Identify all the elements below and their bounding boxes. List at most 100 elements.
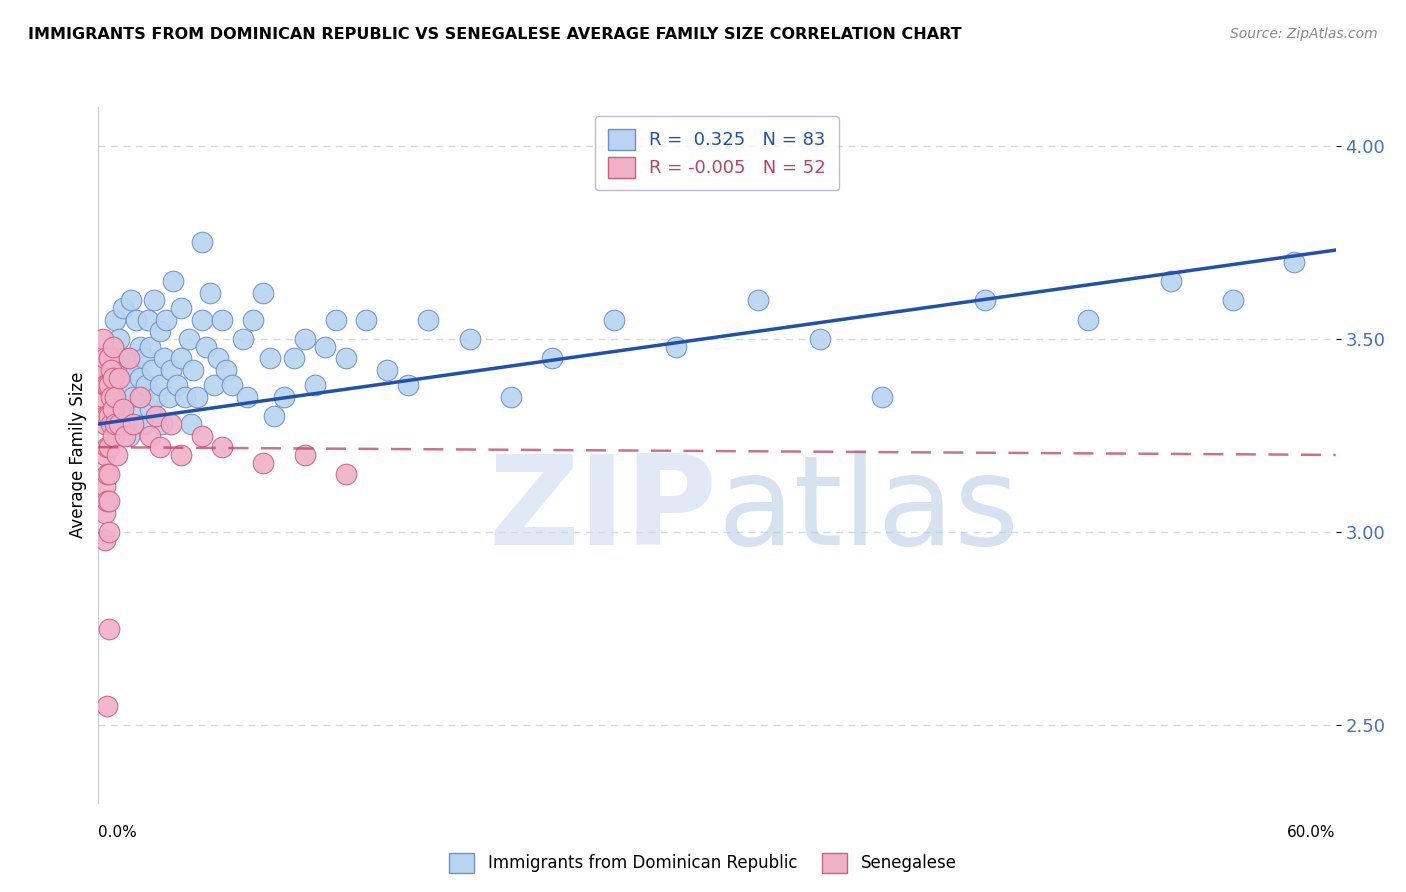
- Point: [236, 390, 259, 404]
- Point: [207, 351, 229, 366]
- Point: [166, 378, 188, 392]
- Point: [181, 363, 204, 377]
- Point: [170, 448, 193, 462]
- Point: [100, 390, 122, 404]
- Point: [118, 351, 141, 366]
- Point: [190, 235, 212, 250]
- Point: [93, 378, 115, 392]
- Point: [335, 467, 357, 482]
- Point: [100, 417, 122, 431]
- Point: [97, 351, 120, 366]
- Point: [139, 401, 162, 416]
- Text: IMMIGRANTS FROM DOMINICAN REPUBLIC VS SENEGALESE AVERAGE FAMILY SIZE CORRELATION: IMMIGRANTS FROM DOMINICAN REPUBLIC VS SE…: [28, 27, 962, 42]
- Point: [870, 390, 893, 404]
- Point: [458, 332, 481, 346]
- Point: [101, 401, 124, 416]
- Point: [117, 378, 139, 392]
- Point: [96, 409, 118, 424]
- Point: [108, 351, 131, 366]
- Point: [108, 370, 131, 384]
- Point: [141, 363, 163, 377]
- Point: [325, 312, 347, 326]
- Point: [190, 428, 212, 442]
- Point: [105, 448, 128, 462]
- Point: [252, 456, 274, 470]
- Point: [808, 332, 831, 346]
- Point: [112, 409, 135, 424]
- Point: [124, 312, 146, 326]
- Point: [139, 428, 162, 442]
- Point: [91, 363, 114, 377]
- Point: [132, 351, 155, 366]
- Point: [97, 494, 120, 508]
- Point: [541, 351, 564, 366]
- Point: [211, 440, 233, 454]
- Text: ZIP: ZIP: [488, 450, 717, 571]
- Point: [170, 351, 193, 366]
- Point: [97, 440, 120, 454]
- Point: [150, 417, 173, 431]
- Point: [97, 378, 120, 392]
- Point: [157, 390, 180, 404]
- Point: [118, 351, 141, 366]
- Point: [974, 293, 997, 308]
- Point: [93, 506, 115, 520]
- Point: [114, 428, 136, 442]
- Point: [97, 370, 120, 384]
- Point: [179, 332, 201, 346]
- Point: [242, 312, 264, 326]
- Point: [112, 363, 135, 377]
- Point: [128, 390, 150, 404]
- Point: [221, 378, 243, 392]
- Point: [170, 301, 193, 315]
- Point: [159, 417, 181, 431]
- Point: [131, 390, 153, 404]
- Point: [93, 448, 115, 462]
- Point: [665, 340, 688, 354]
- Point: [97, 622, 120, 636]
- Point: [108, 332, 131, 346]
- Point: [499, 390, 522, 404]
- Point: [294, 332, 316, 346]
- Point: [136, 312, 159, 326]
- Point: [145, 409, 167, 424]
- Point: [149, 440, 172, 454]
- Point: [100, 363, 122, 377]
- Point: [747, 293, 769, 308]
- Point: [118, 428, 141, 442]
- Point: [96, 378, 118, 392]
- Point: [91, 390, 114, 404]
- Point: [314, 340, 336, 354]
- Point: [259, 351, 281, 366]
- Point: [155, 312, 177, 326]
- Legend: Immigrants from Dominican Republic, Senegalese: Immigrants from Dominican Republic, Sene…: [443, 847, 963, 880]
- Point: [1284, 254, 1306, 268]
- Point: [101, 340, 124, 354]
- Point: [96, 699, 118, 714]
- Point: [263, 409, 285, 424]
- Point: [145, 390, 167, 404]
- Point: [132, 417, 155, 431]
- Point: [273, 390, 295, 404]
- Point: [149, 378, 172, 392]
- Point: [122, 417, 145, 431]
- Point: [603, 312, 626, 326]
- Legend: R =  0.325   N = 83, R = -0.005   N = 52: R = 0.325 N = 83, R = -0.005 N = 52: [595, 116, 839, 190]
- Point: [294, 448, 316, 462]
- Text: Source: ZipAtlas.com: Source: ZipAtlas.com: [1230, 27, 1378, 41]
- Point: [124, 363, 146, 377]
- Point: [283, 351, 305, 366]
- Point: [91, 332, 114, 346]
- Point: [396, 378, 419, 392]
- Point: [122, 390, 145, 404]
- Point: [159, 363, 181, 377]
- Point: [108, 390, 131, 404]
- Point: [101, 428, 124, 442]
- Point: [97, 467, 120, 482]
- Point: [139, 340, 162, 354]
- Text: 0.0%: 0.0%: [98, 825, 138, 840]
- Point: [335, 351, 357, 366]
- Point: [1160, 274, 1182, 288]
- Point: [215, 363, 238, 377]
- Point: [1077, 312, 1099, 326]
